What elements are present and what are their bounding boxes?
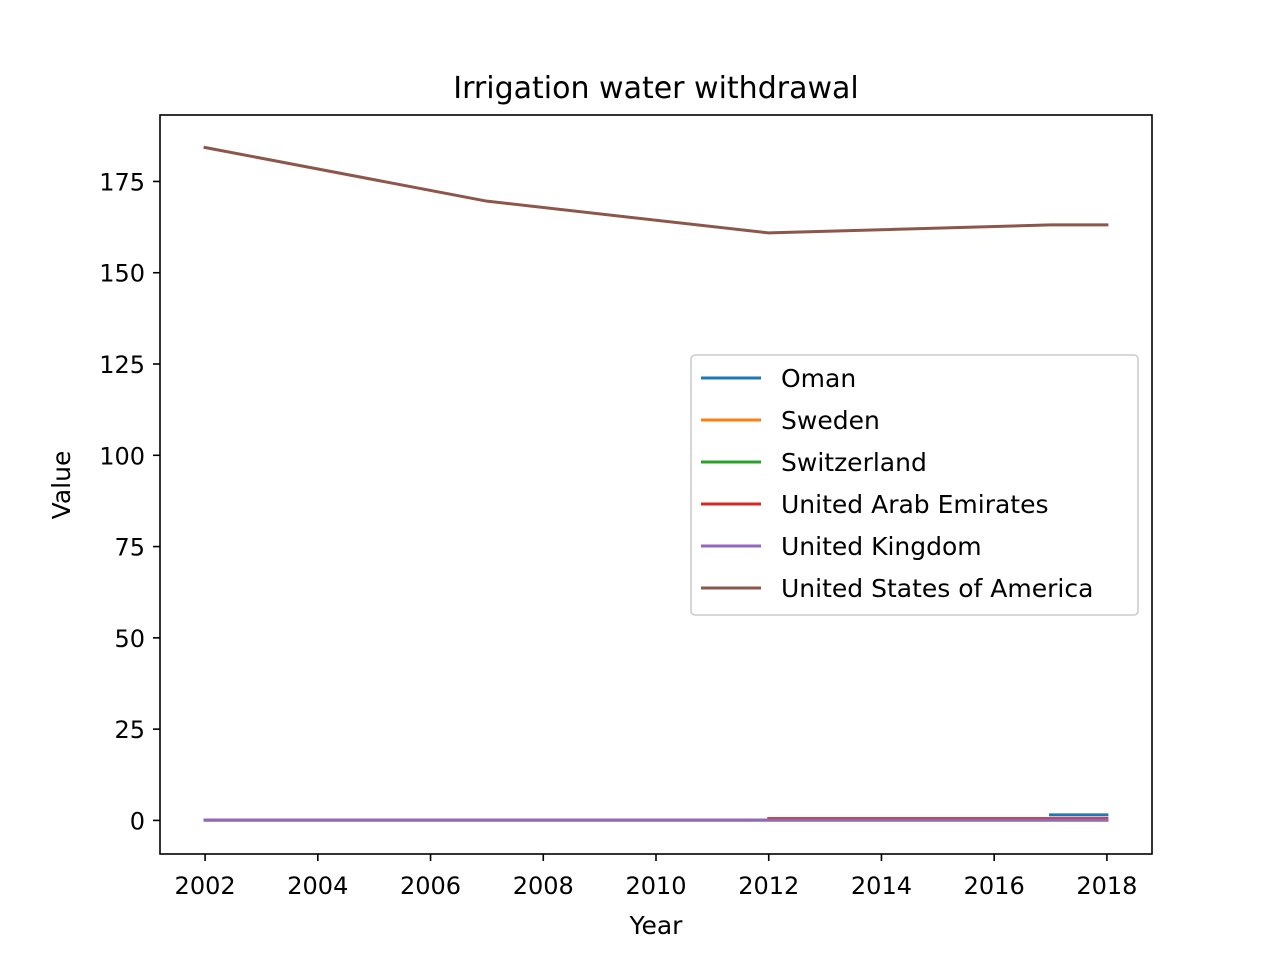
x-tick-label-2: 2006	[400, 872, 461, 900]
x-tick-label-5: 2012	[738, 872, 799, 900]
y-tick-label-0: 0	[130, 807, 145, 835]
x-axis: 2002 2004 2006 2008 2010 2012 2014 2016 2018	[175, 854, 1137, 900]
legend-label-2: Switzerland	[781, 448, 927, 477]
x-axis-label: Year	[629, 911, 684, 940]
legend-label-0: Oman	[781, 364, 856, 393]
series-layer	[203, 145, 1109, 822]
legend-frame	[690, 354, 1139, 616]
y-tick-label-4: 100	[99, 442, 145, 470]
legend-label-1: Sweden	[781, 406, 880, 435]
y-axis: 0 25 50 75 100 125 150 175	[99, 168, 160, 835]
x-tick-label-4: 2010	[625, 872, 686, 900]
x-tick-label-1: 2004	[287, 872, 348, 900]
y-tick-label-6: 150	[99, 260, 145, 288]
y-tick-label-1: 25	[114, 716, 145, 744]
series-line-5	[203, 145, 1109, 235]
x-tick-label-6: 2014	[851, 872, 912, 900]
x-tick-label-0: 2002	[175, 872, 236, 900]
legend-label-4: United Kingdom	[781, 532, 982, 561]
y-tick-label-5: 125	[99, 351, 145, 379]
y-tick-label-7: 175	[99, 168, 145, 196]
legend-label-5: United States of America	[781, 574, 1093, 603]
x-tick-label-3: 2008	[513, 872, 574, 900]
y-tick-label-2: 50	[114, 625, 145, 653]
legend: Oman Sweden Switzerland United Arab Emirate…	[690, 354, 1139, 616]
y-tick-label-3: 75	[114, 534, 145, 562]
legend-label-3: United Arab Emirates	[781, 490, 1049, 519]
x-tick-label-8: 2018	[1076, 872, 1137, 900]
chart-title: Irrigation water withdrawal	[453, 71, 858, 106]
y-axis-label: Value	[47, 451, 76, 520]
x-tick-label-7: 2016	[964, 872, 1025, 900]
